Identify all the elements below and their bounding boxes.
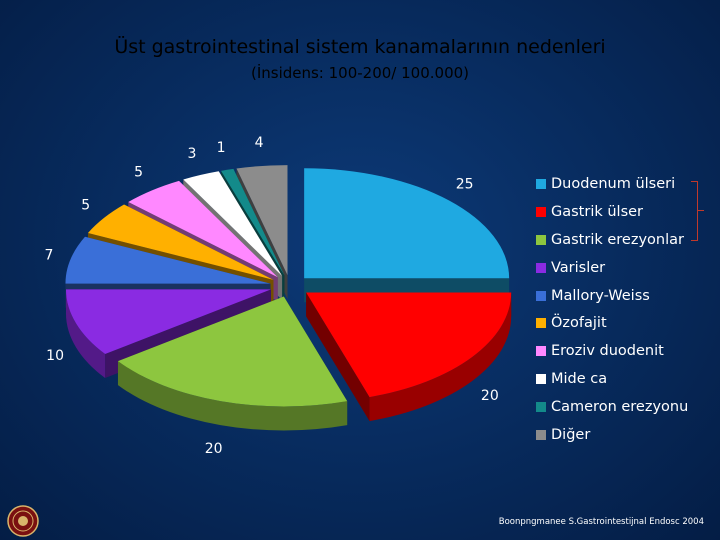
legend-bracket-tick [698, 210, 704, 211]
legend-label-0: Duodenum ülseri [551, 175, 676, 192]
legend-swatch-1 [536, 206, 546, 217]
legend-swatch-0 [536, 178, 546, 189]
slice-value-label-3: 10 [46, 348, 64, 364]
legend-item-1: Gastrik ülser [536, 198, 688, 226]
chart-legend: Duodenum ülseri Gastrik ülser Gastrik erez… [536, 170, 688, 449]
legend-label-7: Mide ca [551, 371, 608, 388]
legend-label-5: Özofajit [551, 315, 607, 332]
legend-swatch-9 [536, 429, 546, 440]
legend-swatch-7 [536, 374, 546, 385]
pie-slice-2 [117, 296, 348, 431]
slice-value-label-8: 1 [217, 140, 226, 156]
slice-value-label-7: 3 [187, 146, 196, 162]
legend-swatch-8 [536, 402, 546, 413]
legend-item-6: Eroziv duodenit [536, 337, 688, 365]
legend-swatch-6 [536, 346, 546, 357]
legend-swatch-4 [536, 290, 546, 301]
chart-subtitle: (İnsidens: 100-200/ 100.000) [250, 64, 470, 82]
slice-value-label-6: 5 [134, 164, 143, 180]
slice-value-label-1: 20 [481, 388, 499, 404]
legend-item-7: Mide ca [536, 365, 688, 393]
legend-item-3: Varisler [536, 254, 688, 282]
legend-label-8: Cameron erezyonu [551, 399, 689, 416]
legend-label-3: Varisler [551, 259, 606, 276]
legend-swatch-2 [536, 234, 546, 245]
legend-swatch-3 [536, 262, 546, 273]
legend-bracket [691, 181, 698, 241]
university-seal-icon [7, 505, 39, 537]
pie-slice-0 [304, 168, 510, 303]
slice-value-label-0: 25 [456, 176, 474, 192]
slice-value-label-5: 5 [81, 197, 90, 213]
legend-item-4: Mallory-Weiss [536, 282, 688, 310]
pie-slice-1 [306, 292, 512, 422]
legend-item-0: Duodenum ülseri [536, 170, 688, 198]
legend-label-2: Gastrik erezyonlar [551, 231, 684, 248]
legend-item-2: Gastrik erezyonlar [536, 226, 688, 254]
legend-item-5: Özofajit [536, 309, 688, 337]
legend-label-9: Diğer [551, 426, 591, 443]
legend-label-4: Mallory-Weiss [551, 287, 650, 304]
legend-label-1: Gastrik ülser [551, 203, 644, 220]
legend-item-8: Cameron erezyonu [536, 393, 688, 421]
legend-label-6: Eroziv duodenit [551, 343, 664, 360]
legend-item-9: Diğer [536, 421, 688, 449]
chart-title: Üst gastrointestinal sistem kanamalarını… [114, 36, 606, 58]
source-citation: Boonpngmanee S.Gastrointestijnal Endosc … [498, 517, 704, 527]
legend-swatch-5 [536, 318, 546, 329]
slice-value-label-2: 20 [205, 441, 223, 457]
slice-value-label-9: 4 [255, 135, 264, 151]
slice-value-label-4: 7 [44, 247, 53, 263]
